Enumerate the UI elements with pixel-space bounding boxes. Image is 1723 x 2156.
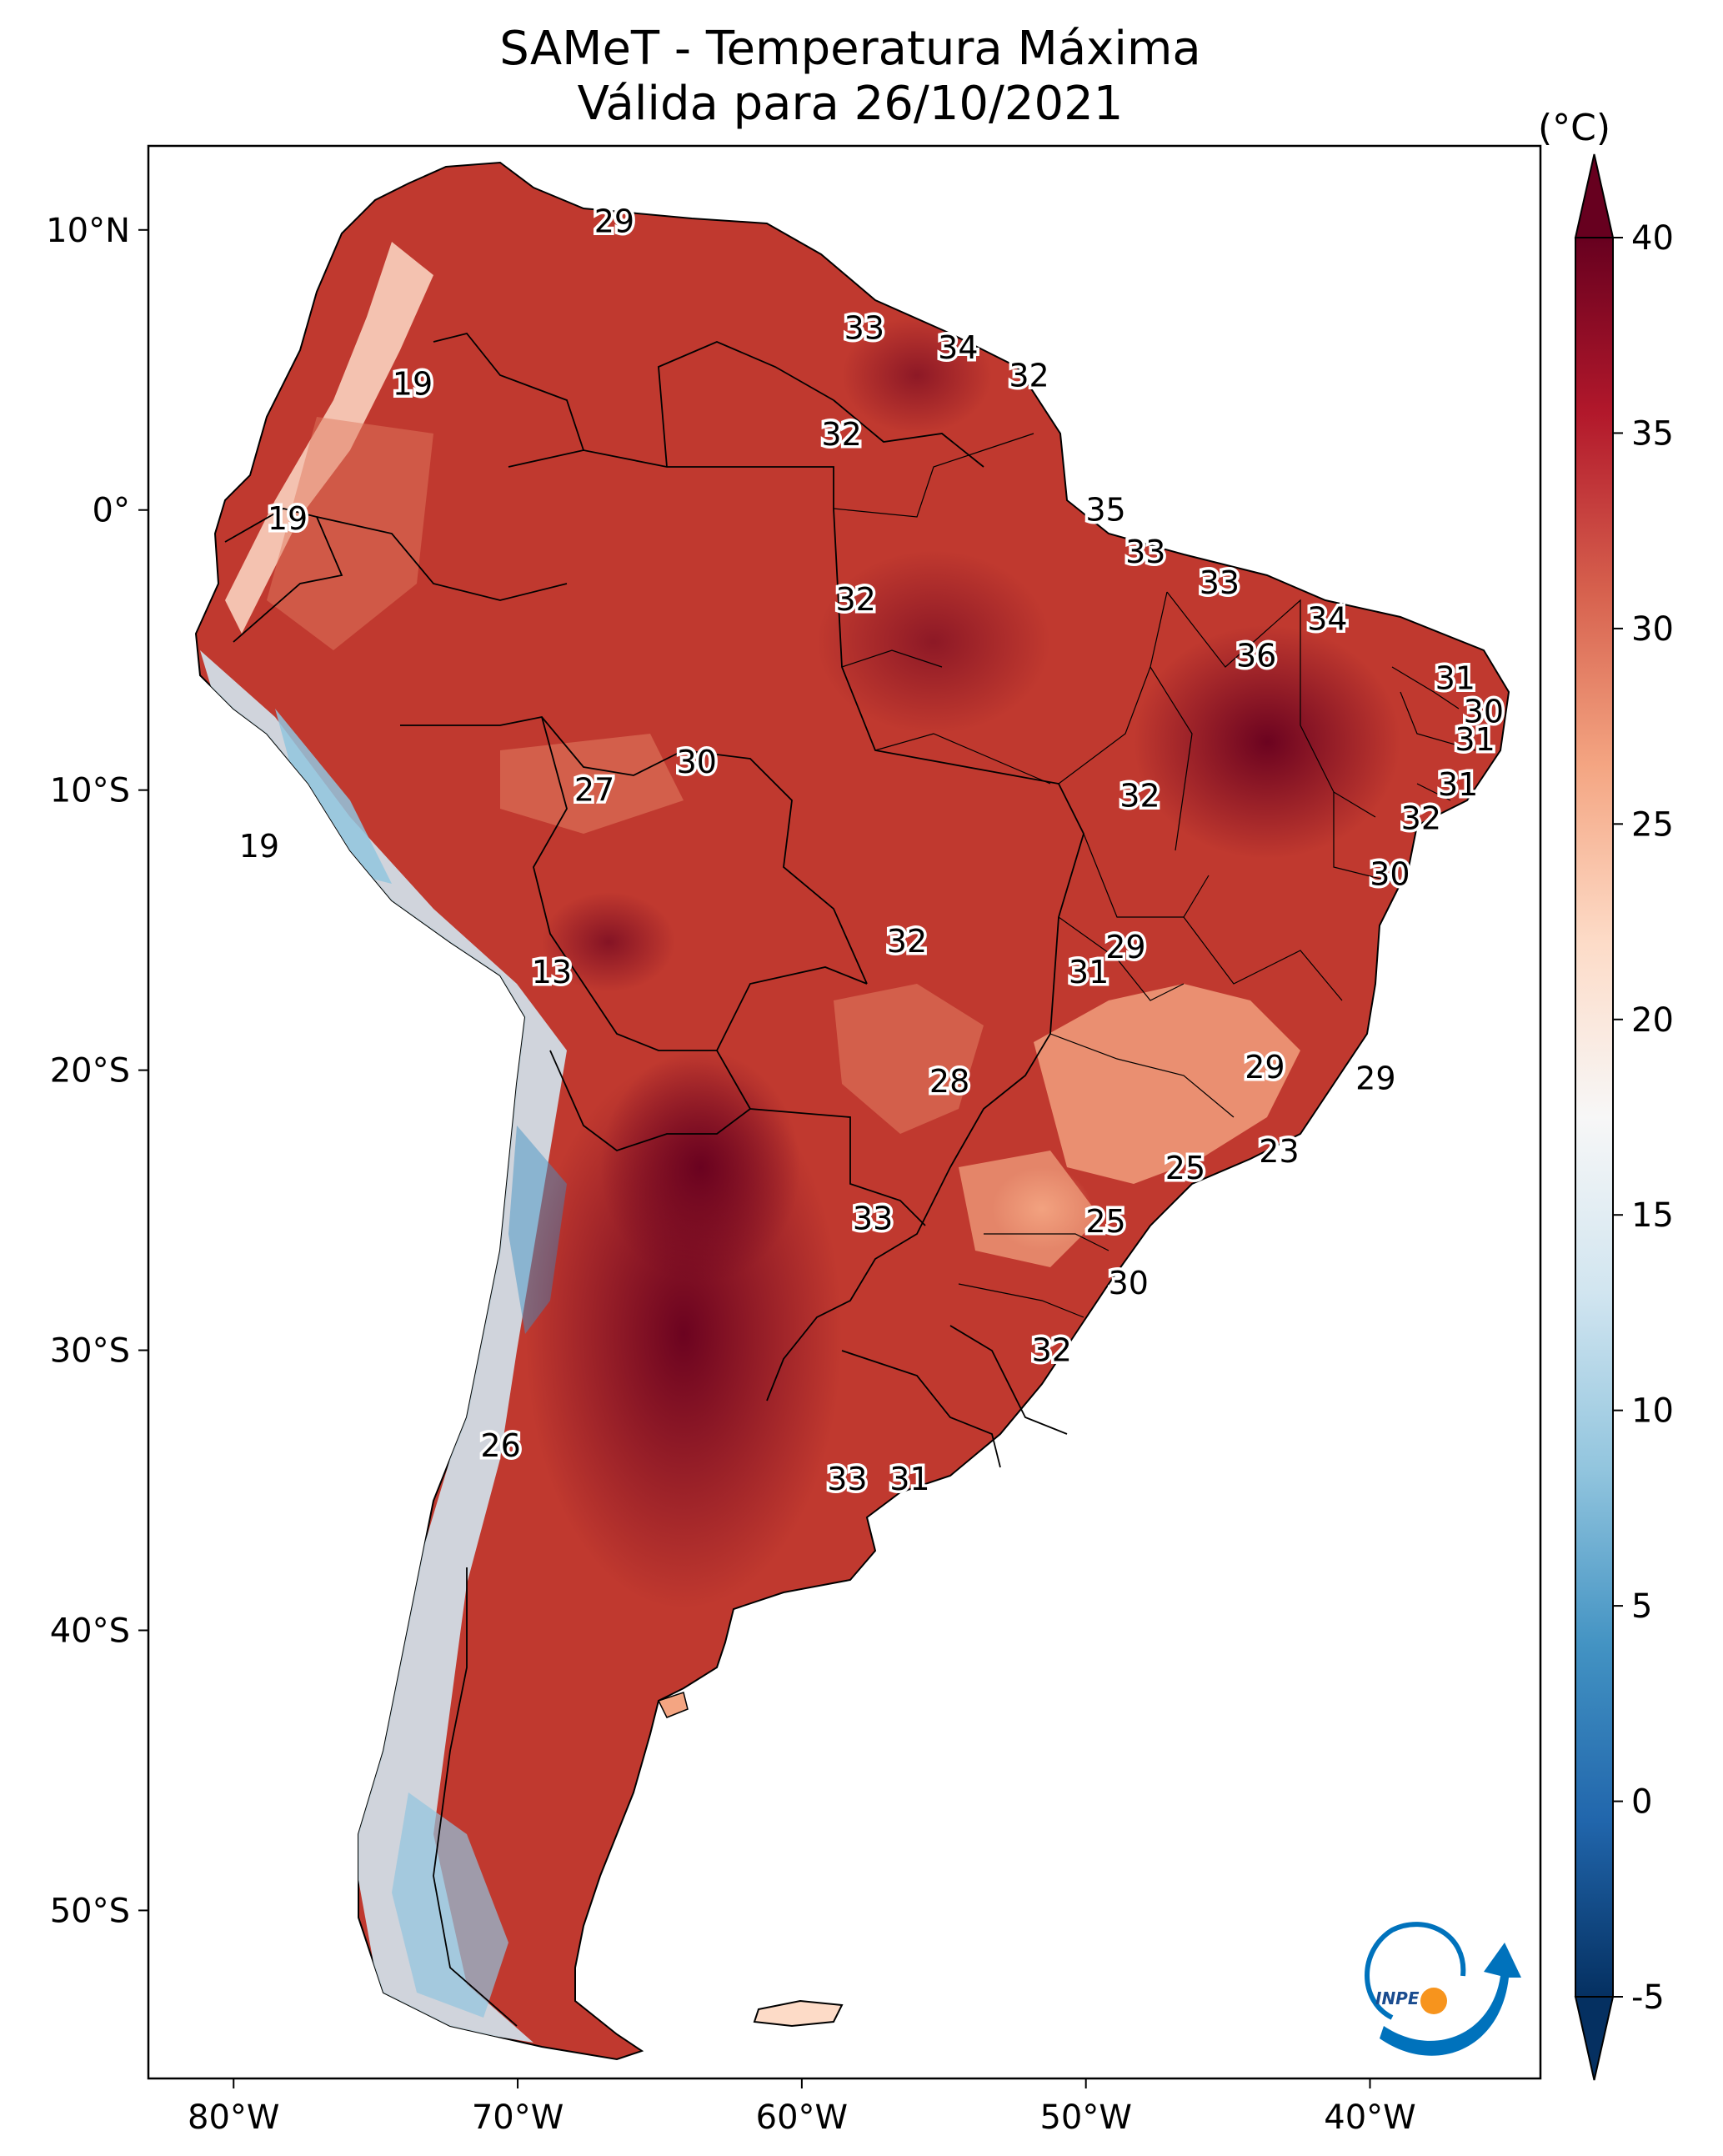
guianas-hot-core: [842, 317, 992, 434]
station-temp-label: 29: [1355, 1060, 1395, 1097]
colorbar-tick-label: 40: [1631, 219, 1674, 258]
lat-tick-label: 20°S: [50, 1052, 130, 1091]
inpe-logo-sun: [1420, 1988, 1447, 2014]
station-temp-label: 29: [1105, 929, 1145, 965]
colorbar-tick-label: 10: [1631, 1392, 1674, 1431]
country-borders: [224, 332, 1084, 2027]
lat-tick-label: 10°S: [50, 772, 130, 810]
title-line-2: Válida para 26/10/2021: [577, 77, 1124, 131]
inpe-logo-orbit: [1365, 1922, 1466, 2020]
colorbar-tick-label: 35: [1631, 414, 1674, 453]
station-temp-label: 23: [1259, 1133, 1299, 1170]
station-temp-label: 32: [887, 923, 927, 960]
valdes-peninsula: [657, 1692, 689, 1718]
station-temp-label: 27: [574, 772, 614, 809]
lon-tick-label: 40°W: [1324, 2098, 1415, 2137]
station-temp-label: 29: [1245, 1049, 1285, 1086]
station-temp-label: 31: [1438, 766, 1478, 803]
longitude-axis: 80°W 70°W 60°W 50°W 40°W: [188, 2078, 1416, 2137]
station-temp-label: 25: [1085, 1203, 1125, 1240]
map-frame: [147, 144, 1542, 2080]
station-temp-label: 32: [1119, 777, 1160, 814]
lon-tick-label: 70°W: [472, 2098, 563, 2137]
inpe-logo-text: INPE: [1375, 1988, 1420, 2008]
station-temp-label: 33: [827, 1461, 867, 1497]
lat-tick-label: 50°S: [50, 1892, 130, 1930]
chaco-hot-core: [600, 1050, 800, 1284]
station-temp-label: 30: [1370, 855, 1410, 892]
colorbar-tick-label: 30: [1631, 610, 1674, 649]
colorbar-tick-label: 20: [1631, 1001, 1674, 1040]
station-temp-label: 34: [938, 329, 978, 366]
colorbar-ticks: -5 0 5 10 15 20 25 30 35 40: [1613, 219, 1674, 2017]
southwest-amazon-zone: [500, 734, 684, 834]
colorbar-unit: (°C): [1538, 107, 1611, 149]
colorbar-tick-label: 5: [1631, 1587, 1652, 1626]
lon-tick-label: 50°W: [1039, 2098, 1131, 2137]
colorbar: -5 0 5 10 15 20 25 30 35 40: [1574, 153, 1674, 2081]
station-temp-label: 33: [853, 1201, 893, 1237]
patagonia-cold-zone: [392, 1792, 508, 2018]
station-temp-label: 36: [1236, 637, 1276, 674]
lat-tick-label: 0°: [93, 492, 130, 530]
temperature-field: [194, 161, 1510, 2061]
mato-grosso-do-sul-zone: [834, 984, 984, 1134]
lon-tick-label: 60°W: [756, 2098, 848, 2137]
colorbar-min-extend: [1574, 1996, 1615, 2081]
station-temp-label: 31: [1435, 659, 1475, 696]
station-temp-label: 19: [393, 366, 433, 403]
station-temp-label: 30: [677, 744, 717, 780]
state-borders: [833, 433, 1476, 1318]
lon-tick-label: 80°W: [188, 2098, 279, 2137]
falkland-islands: [753, 1999, 844, 2028]
map-title: SAMeT - Temperatura Máxima Válida para 2…: [150, 22, 1550, 132]
para-hot-core: [817, 550, 1050, 734]
lat-tick-label: 30°S: [50, 1332, 130, 1371]
bolivia-hot-core: [542, 892, 675, 992]
latitude-axis: 10°N 0° 10°S 20°S 30°S 40°S 50°S: [46, 212, 148, 1930]
station-temp-label: 33: [1200, 564, 1240, 601]
station-temp-label: 32: [1032, 1332, 1072, 1369]
station-temp-label: 32: [835, 581, 875, 618]
station-temp-label: 31: [1455, 721, 1495, 758]
station-temp-label: 35: [1085, 492, 1125, 529]
western-amazon-zone: [267, 417, 433, 650]
station-temp-label: 28: [929, 1063, 969, 1100]
station-temp-label: 25: [1165, 1150, 1205, 1186]
station-temp-label: 32: [1009, 357, 1049, 394]
colorbar-max-extend: [1574, 153, 1615, 238]
lat-tick-label: 10°N: [46, 212, 130, 250]
station-temp-label: 31: [889, 1461, 929, 1497]
station-temp-label: 32: [1401, 800, 1441, 836]
peru-andes-cold-zone: [275, 709, 392, 884]
station-temp-label: 26: [480, 1427, 520, 1464]
station-temp-label: 33: [844, 309, 884, 346]
colorbar-tick-label: -5: [1631, 1978, 1665, 2017]
sao-paulo-warm-spot: [992, 1167, 1092, 1251]
inpe-logo: [1365, 1922, 1521, 2056]
inpe-logo-arrow: [1380, 1943, 1521, 2056]
colorbar-tick-label: 0: [1631, 1783, 1652, 1822]
lat-tick-label: 40°S: [50, 1612, 130, 1650]
station-temp-label: 30: [1109, 1265, 1149, 1301]
title-line-1: SAMeT - Temperatura Máxima: [499, 22, 1201, 76]
station-temp-label: 30: [1464, 694, 1504, 730]
station-temp-label: 19: [239, 828, 279, 865]
colorbar-tick-label: 25: [1631, 805, 1674, 844]
southeast-brazil-warm-zone: [1034, 984, 1300, 1184]
station-temp-label: 19: [268, 500, 308, 537]
station-temp-label: 34: [1307, 601, 1347, 638]
station-temp-label: 31: [1069, 954, 1109, 990]
station-temp-label: 13: [532, 954, 572, 990]
colorbar-tick-label: 15: [1631, 1196, 1674, 1235]
station-temp-label: 29: [594, 203, 634, 240]
station-temp-label: 32: [821, 416, 861, 453]
station-temp-label: 33: [1125, 534, 1165, 570]
colorbar-gradient: [1575, 237, 1614, 1998]
